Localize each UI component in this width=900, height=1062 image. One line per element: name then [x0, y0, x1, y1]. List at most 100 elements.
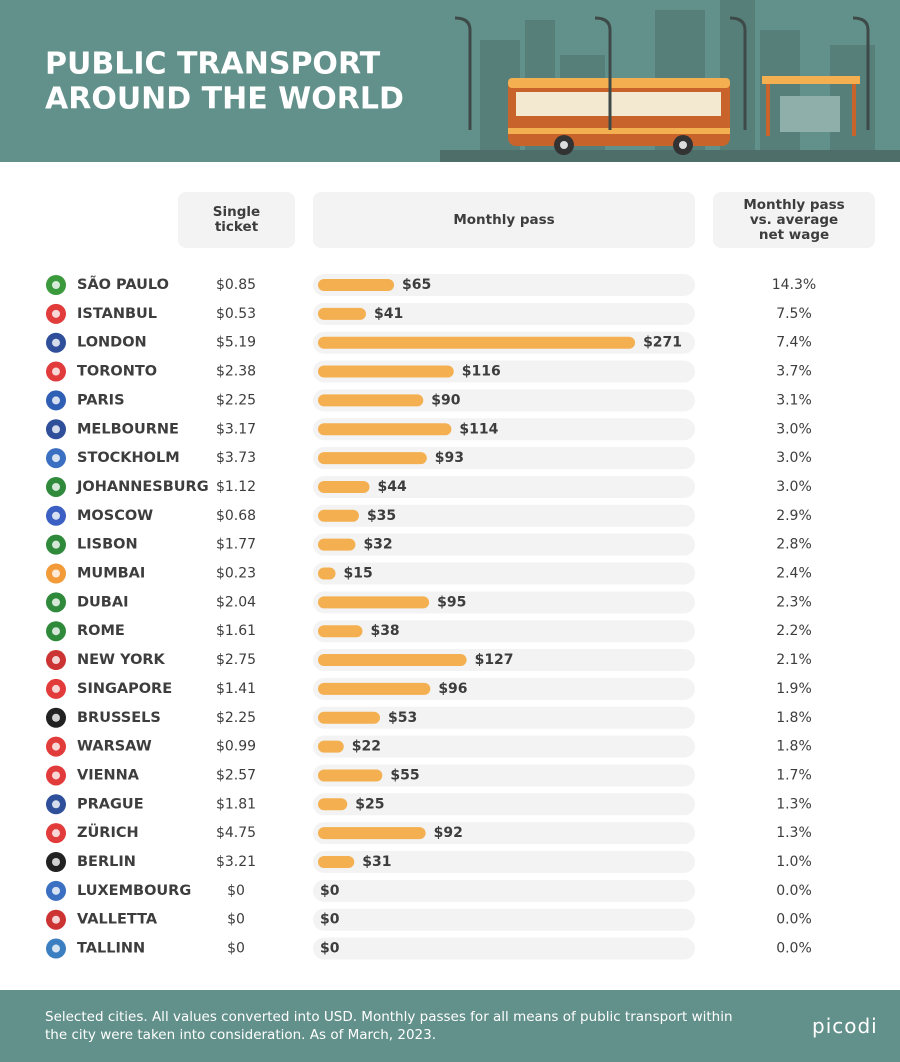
wage-ratio: 3.1%: [776, 392, 812, 408]
single-ticket: $3.17: [216, 421, 256, 437]
single-ticket: $1.77: [216, 537, 256, 553]
bar-track: [313, 706, 695, 729]
city: TALLINN: [77, 941, 145, 957]
flag-detail: [52, 800, 60, 809]
bar: [318, 423, 452, 436]
flag-detail: [52, 454, 60, 463]
bar-track: [313, 302, 695, 325]
bar-label: $31: [362, 854, 391, 870]
flag-detail: [52, 281, 60, 289]
bar-label: $95: [437, 594, 466, 610]
wage-ratio: 3.0%: [776, 421, 812, 437]
flag-detail: [52, 915, 60, 924]
flag-detail: [52, 886, 60, 895]
bar-track: [313, 735, 695, 758]
wage-ratio: 1.3%: [776, 825, 812, 841]
city: MUMBAI: [77, 566, 145, 582]
single-ticket: $0.85: [216, 277, 256, 293]
bar-label: $90: [431, 392, 460, 408]
flag-detail: [52, 309, 60, 318]
bar-track: [313, 764, 695, 787]
bar-label: $44: [377, 479, 406, 495]
bar: [318, 452, 427, 465]
wage-ratio: 2.4%: [776, 566, 812, 582]
column-header: Monthly pass vs. average net wage: [713, 192, 875, 248]
bar: [318, 856, 355, 868]
city: ZÜRICH: [77, 823, 139, 841]
footer-note: Selected cities. All values converted in…: [45, 1009, 733, 1043]
bar-track: [313, 533, 695, 556]
bar-label: $38: [370, 623, 399, 639]
single-ticket: $0: [227, 912, 245, 928]
single-ticket: $4.75: [216, 825, 256, 841]
title-line: AROUND THE WORLD: [45, 82, 404, 117]
city: MELBOURNE: [77, 421, 179, 437]
bar: [318, 682, 431, 695]
bar-label: $41: [374, 306, 403, 322]
wage-ratio: 2.9%: [776, 508, 812, 524]
single-ticket: $1.41: [216, 681, 256, 697]
road: [440, 150, 900, 162]
city: SINGAPORE: [77, 681, 172, 697]
single-ticket: $2.25: [216, 710, 256, 726]
bar: [318, 827, 426, 840]
bar-label: $55: [390, 767, 419, 783]
bar: [318, 336, 636, 349]
wage-ratio: 1.8%: [776, 710, 812, 726]
bar-label: $93: [435, 450, 464, 466]
bar-label: $65: [402, 277, 431, 293]
single-ticket: $5.19: [216, 335, 256, 351]
wage-ratio: 2.3%: [776, 594, 812, 610]
wage-ratio: 14.3%: [772, 277, 816, 293]
flag-detail: [52, 569, 60, 578]
bar: [318, 567, 336, 580]
flag-detail: [52, 944, 60, 953]
bar: [318, 740, 344, 753]
bar: [318, 711, 381, 724]
bar-label: $114: [459, 421, 498, 437]
bus: [508, 78, 730, 155]
flag-detail: [52, 598, 60, 607]
wage-ratio: 3.0%: [776, 479, 812, 495]
wage-ratio: 1.9%: [776, 681, 812, 697]
bar-label: $96: [438, 681, 467, 697]
wage-ratio: 0.0%: [776, 941, 812, 957]
flag-detail: [52, 771, 60, 780]
bus-stop: [762, 76, 860, 136]
city: VIENNA: [77, 767, 140, 783]
bar-label: $116: [462, 364, 501, 380]
bar-label: $35: [367, 508, 396, 524]
flag-detail: [52, 425, 60, 434]
bar: [318, 480, 370, 493]
bar-track: [313, 620, 695, 643]
flag-detail: [52, 829, 60, 838]
city: SÃO PAULO: [77, 276, 169, 293]
single-ticket: $0.23: [216, 566, 256, 582]
single-ticket: $0.99: [216, 739, 256, 755]
bar: [318, 769, 383, 782]
bar: [318, 394, 424, 407]
city: PARIS: [77, 392, 125, 408]
wage-ratio: 1.0%: [776, 854, 812, 870]
wage-ratio: 2.1%: [776, 652, 812, 668]
city: VALLETTA: [77, 912, 158, 928]
wage-ratio: 2.2%: [776, 623, 812, 639]
bar: [318, 798, 348, 811]
footer: Selected cities. All values converted in…: [0, 990, 900, 1062]
bar-label: $25: [355, 796, 384, 812]
bar: [318, 365, 454, 378]
bar-track: [313, 274, 695, 296]
single-ticket: $2.25: [216, 392, 256, 408]
wage-ratio: 1.8%: [776, 739, 812, 755]
city: LISBON: [77, 537, 138, 553]
single-ticket: $0: [227, 883, 245, 899]
city: ROME: [77, 623, 125, 639]
city: NEW YORK: [77, 652, 166, 668]
wage-ratio: 2.8%: [776, 537, 812, 553]
bar-label: $92: [434, 825, 463, 841]
bar: [318, 596, 430, 609]
bar-label: $53: [388, 710, 417, 726]
single-ticket: $2.75: [216, 652, 256, 668]
bar-track: [313, 504, 695, 527]
